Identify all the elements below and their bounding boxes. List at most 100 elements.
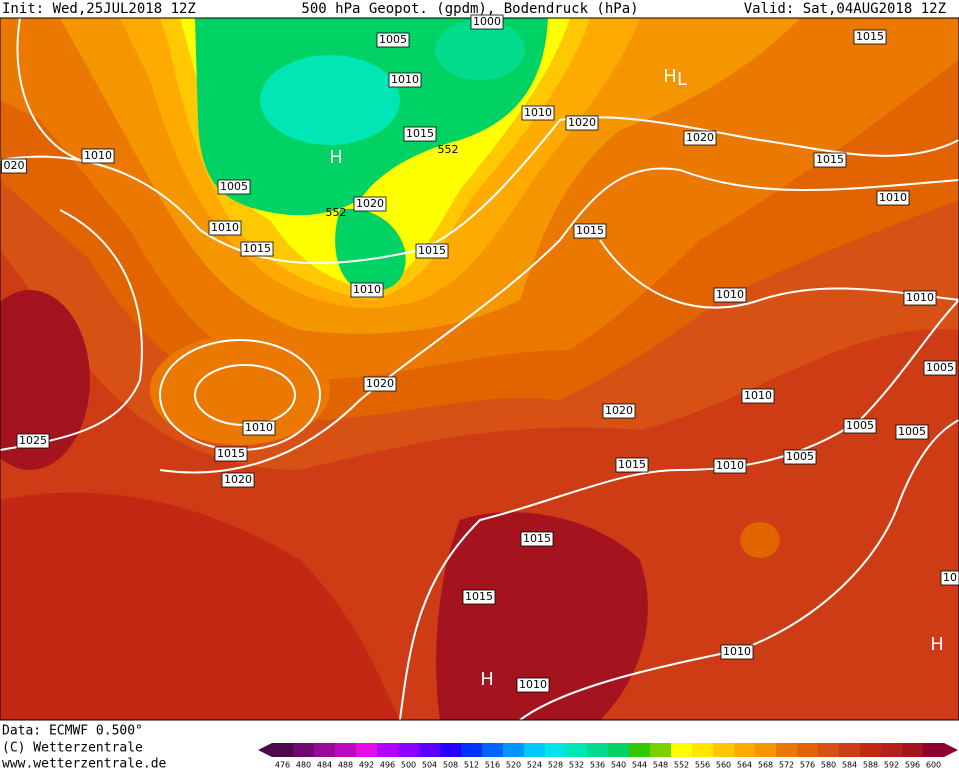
colorbar-segment (839, 743, 861, 757)
isobar-label-box (363, 376, 397, 392)
colorbar-label: 572 (779, 761, 794, 770)
colorbar-segment (335, 743, 357, 757)
colorbar-label: 580 (821, 761, 836, 770)
isobar-label: 1005 (926, 361, 954, 374)
colorbar-label: 560 (716, 761, 731, 770)
isobar-label: 1010 (245, 421, 273, 434)
isobar-label-box (521, 105, 555, 121)
isobar-label: 1020 (224, 473, 252, 486)
isobar-label: 1015 (856, 30, 884, 43)
colorbar-segment (566, 743, 588, 757)
colorbar-segment (461, 743, 483, 757)
field-532 (260, 55, 400, 145)
colorbar-label: 504 (422, 761, 437, 770)
isobar-label: 1010 (716, 459, 744, 472)
isobar-label: 1015 (418, 244, 446, 257)
colorbar-label: 584 (842, 761, 857, 770)
isobar-label-box (388, 72, 422, 88)
isobar-label: 1020 (356, 197, 384, 210)
isobar-label: 1010 (211, 221, 239, 234)
colorbar-label: 488 (338, 761, 353, 770)
colorbar-segment (671, 743, 693, 757)
isobar-label-box (713, 458, 747, 474)
isobar-label-box (376, 32, 410, 48)
colorbar-label: 576 (800, 761, 815, 770)
colorbar-segment (776, 743, 798, 757)
isobar-label-box (221, 472, 255, 488)
colorbar-label: 568 (758, 761, 773, 770)
isobar-label: 1000 (473, 15, 501, 28)
colorbar-segment (356, 743, 378, 757)
isobar-label-box (350, 282, 384, 298)
colorbar-label: 552 (674, 761, 689, 770)
isobar-label-box (353, 196, 387, 212)
isobar-label: 1010 (879, 191, 907, 204)
isobar-label: 1005 (846, 419, 874, 432)
field-596b (436, 512, 648, 720)
isobar-label-box (1, 158, 27, 174)
isobars (0, 18, 959, 720)
isobar-label-box (462, 589, 496, 605)
colorbar-label: 544 (632, 761, 647, 770)
colorbar-segment (587, 743, 609, 757)
isobar-label: 1010 (524, 106, 552, 119)
isobar-label: 1015 (618, 458, 646, 471)
pressure-center: H (329, 147, 343, 168)
isobar-label-box (565, 115, 599, 131)
colorbar-label: 528 (548, 761, 563, 770)
data-source: Data: ECMWF 0.500° (2, 724, 143, 739)
colorbar-label: 564 (737, 761, 752, 770)
isobar-label-box (415, 243, 449, 259)
colorbar-label: 492 (359, 761, 374, 770)
colorbar-label: 512 (464, 761, 479, 770)
isobar-label: 1015 (576, 224, 604, 237)
isobar-label-box (520, 531, 554, 547)
colorbar-segment (713, 743, 735, 757)
isobar-label-box (208, 220, 242, 236)
colorbar-label: 536 (590, 761, 605, 770)
colorbar-segment (482, 743, 504, 757)
colorbar-segment (503, 743, 525, 757)
isobar-label-box (895, 424, 929, 440)
isobar-label-box (813, 152, 847, 168)
colorbar-segment (440, 743, 462, 757)
isobar-label: 1010 (84, 149, 112, 162)
isobar-label: 1005 (220, 180, 248, 193)
colorbar-segment (377, 743, 399, 757)
website: www.wetterzentrale.de (2, 757, 167, 770)
isobar-label: 1010 (744, 389, 772, 402)
isobar-label: 020 (4, 159, 25, 172)
isobar-label: 1005 (898, 425, 926, 438)
isobar-label-box (214, 446, 248, 462)
colorbar-label: 524 (527, 761, 542, 770)
pressure-center: H (930, 634, 944, 655)
isobar-label: 10 (943, 571, 957, 584)
colorbar-label: 600 (926, 761, 941, 770)
pressure-center: H (480, 669, 494, 690)
colorbar-label: 500 (401, 761, 416, 770)
colorbar-segment (314, 743, 336, 757)
isobar-label: 1010 (716, 288, 744, 301)
colorbar-segment (923, 743, 945, 757)
valid-time: Valid: Sat,04AUG2018 12Z (744, 1, 946, 17)
colorbar-left-arrow (258, 743, 272, 757)
colorbar-label: 556 (695, 761, 710, 770)
isobar-label: 1010 (906, 291, 934, 304)
isobar-label: 1020 (568, 116, 596, 129)
colorbar-label: 520 (506, 761, 521, 770)
isobar-label: 1005 (786, 450, 814, 463)
colorbar-segment (608, 743, 630, 757)
warm-spot (740, 522, 780, 558)
colorbar-label: 596 (905, 761, 920, 770)
colorbar-segment (629, 743, 651, 757)
isobar-label-box (713, 287, 747, 303)
colorbar-label: 516 (485, 761, 500, 770)
colorbar-segment (755, 743, 777, 757)
colorbar-label: 480 (296, 761, 311, 770)
colorbar-segment (272, 743, 294, 757)
colorbar-segment (902, 743, 924, 757)
isobar-label-box (923, 360, 957, 376)
isobar-label: 1015 (243, 242, 271, 255)
pressure-center: H (663, 66, 677, 87)
